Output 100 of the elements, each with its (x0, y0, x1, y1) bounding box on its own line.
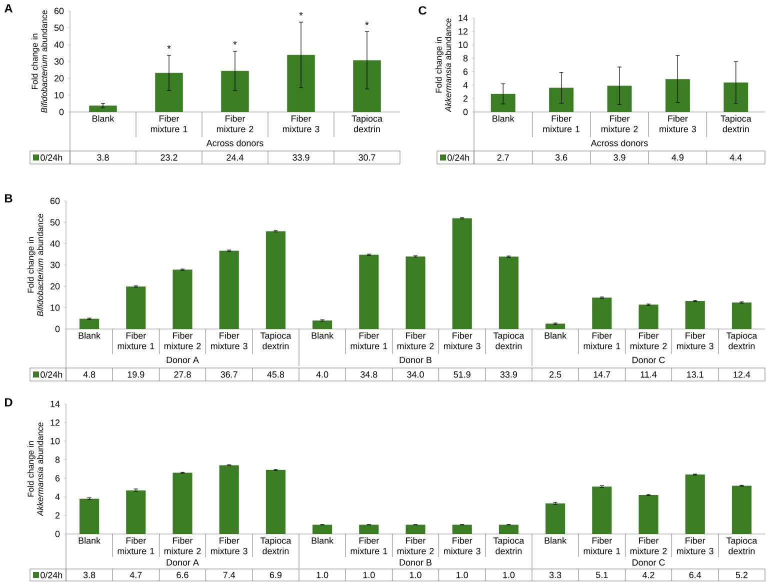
x-tick-label: Fiber mixture 3 (211, 332, 248, 350)
data-label: 4.2 (642, 572, 654, 578)
legend-label: 0/24h (40, 572, 62, 578)
data-label: 13.1 (687, 371, 704, 378)
y-tick-label: 0 (59, 108, 64, 116)
data-label: 5.1 (596, 572, 608, 578)
bar (638, 304, 658, 329)
x-axis-title: Across donors (206, 140, 264, 146)
x-tick-label: Fiber mixture 2 (397, 537, 434, 554)
x-tick-label: Fiber mixture 3 (444, 332, 480, 350)
data-label: 14.7 (594, 371, 610, 378)
data-label: 3.8 (83, 572, 96, 578)
y-tick-label: 8 (463, 55, 468, 62)
y-tick-label: 0 (463, 108, 468, 116)
data-label: 51.9 (454, 371, 470, 378)
bar (266, 231, 286, 329)
x-tick-label: Blank (92, 115, 114, 122)
data-label: 4.0 (316, 371, 328, 378)
x-tick-label: Fiber mixture 3 (211, 537, 248, 554)
data-label: 7.4 (223, 572, 236, 578)
bar (638, 494, 658, 534)
data-label: 2.7 (497, 154, 509, 161)
y-tick-label: 30 (50, 262, 60, 268)
data-label: 45.8 (267, 371, 284, 378)
y-tick-label: 60 (50, 198, 60, 204)
x-axis-title: Across donors (590, 140, 648, 146)
bar (546, 503, 566, 534)
x-tick-label: Blank (312, 537, 334, 544)
bar (219, 250, 239, 329)
data-label: 3.3 (549, 572, 562, 578)
data-label: 1.0 (410, 572, 422, 578)
data-label: 33.9 (292, 154, 310, 161)
data-label: 23.2 (160, 154, 178, 161)
x-tick-label: Fiber mixture 2 (630, 332, 667, 350)
data-label: 4.8 (83, 371, 96, 378)
x-tick-label: Fiber mixture 1 (118, 332, 154, 350)
y-tick-label: 50 (50, 219, 60, 226)
data-label: 5.2 (736, 572, 748, 578)
bar (80, 318, 100, 329)
x-tick-label: Blank (78, 332, 101, 339)
data-label: 1.0 (316, 572, 328, 578)
y-tick-label: 40 (50, 240, 60, 247)
data-label: 34.8 (360, 371, 378, 378)
y-tick-label: 4 (55, 494, 60, 500)
legend-label: 0/24h (40, 154, 62, 161)
text: Donor C (632, 559, 665, 566)
x-tick-label: Fiber mixture 3 (660, 115, 696, 132)
data-label: 33.9 (500, 371, 518, 378)
y-tick-label: 40 (54, 41, 64, 48)
data-label: 4.7 (130, 572, 142, 578)
x-tick-label: Fiber mixture 2 (397, 332, 434, 350)
data-label: 1.0 (363, 572, 375, 578)
data-label: 12.4 (734, 371, 750, 378)
x-tick-label: Fiber mixture 2 (216, 115, 254, 132)
y-tick-label: 50 (54, 24, 64, 31)
text: Donor B (400, 356, 432, 364)
x-tick-label: Fiber mixture 3 (677, 537, 714, 554)
x-tick-label: Fiber mixture 3 (282, 115, 320, 132)
data-label: 6.4 (689, 572, 702, 578)
x-tick-label: Fiber mixture 1 (584, 537, 620, 554)
bar (452, 218, 472, 329)
x-tick-label: Tapioca dextrin (493, 332, 524, 350)
y-tick-label: 60 (54, 8, 64, 14)
annotation: * (167, 45, 171, 49)
bar (89, 106, 117, 112)
y-tick-label: 12 (458, 28, 468, 35)
bar (80, 498, 100, 534)
chart-title: B (5, 194, 12, 202)
y-tick-label: 2 (55, 512, 60, 519)
bar (172, 472, 192, 534)
x-tick-label: Fiber mixture 2 (164, 537, 201, 554)
data-label: 27.8 (174, 371, 191, 378)
text: Donor A (166, 559, 199, 566)
x-tick-label: Tapioca dextrin (260, 537, 292, 554)
y-tick-label: 20 (54, 75, 64, 82)
text: Donor C (632, 356, 665, 364)
data-label: 6.9 (270, 572, 282, 578)
data-label: 11.4 (640, 371, 657, 378)
bar (406, 256, 426, 329)
data-label: 1.0 (503, 572, 515, 578)
y-tick-label: 4 (463, 82, 468, 88)
x-tick-label: Blank (492, 115, 514, 122)
x-tick-label: Tapioca dextrin (726, 537, 758, 554)
bar (312, 320, 332, 329)
x-tick-label: Blank (544, 537, 567, 544)
x-tick-label: Blank (78, 537, 101, 544)
y-tick-label: 8 (55, 456, 60, 463)
x-tick-label: Blank (544, 332, 567, 339)
bar (126, 490, 146, 534)
y-tick-label: 10 (50, 438, 60, 444)
data-label: 36.7 (220, 371, 238, 378)
bar (732, 302, 752, 329)
data-label: 4.4 (730, 154, 742, 161)
bar (592, 486, 612, 534)
bar (490, 94, 516, 112)
annotation: * (233, 41, 237, 45)
bar (359, 254, 379, 329)
bar (155, 72, 183, 112)
bar (266, 470, 286, 534)
data-label: 19.9 (128, 371, 144, 378)
